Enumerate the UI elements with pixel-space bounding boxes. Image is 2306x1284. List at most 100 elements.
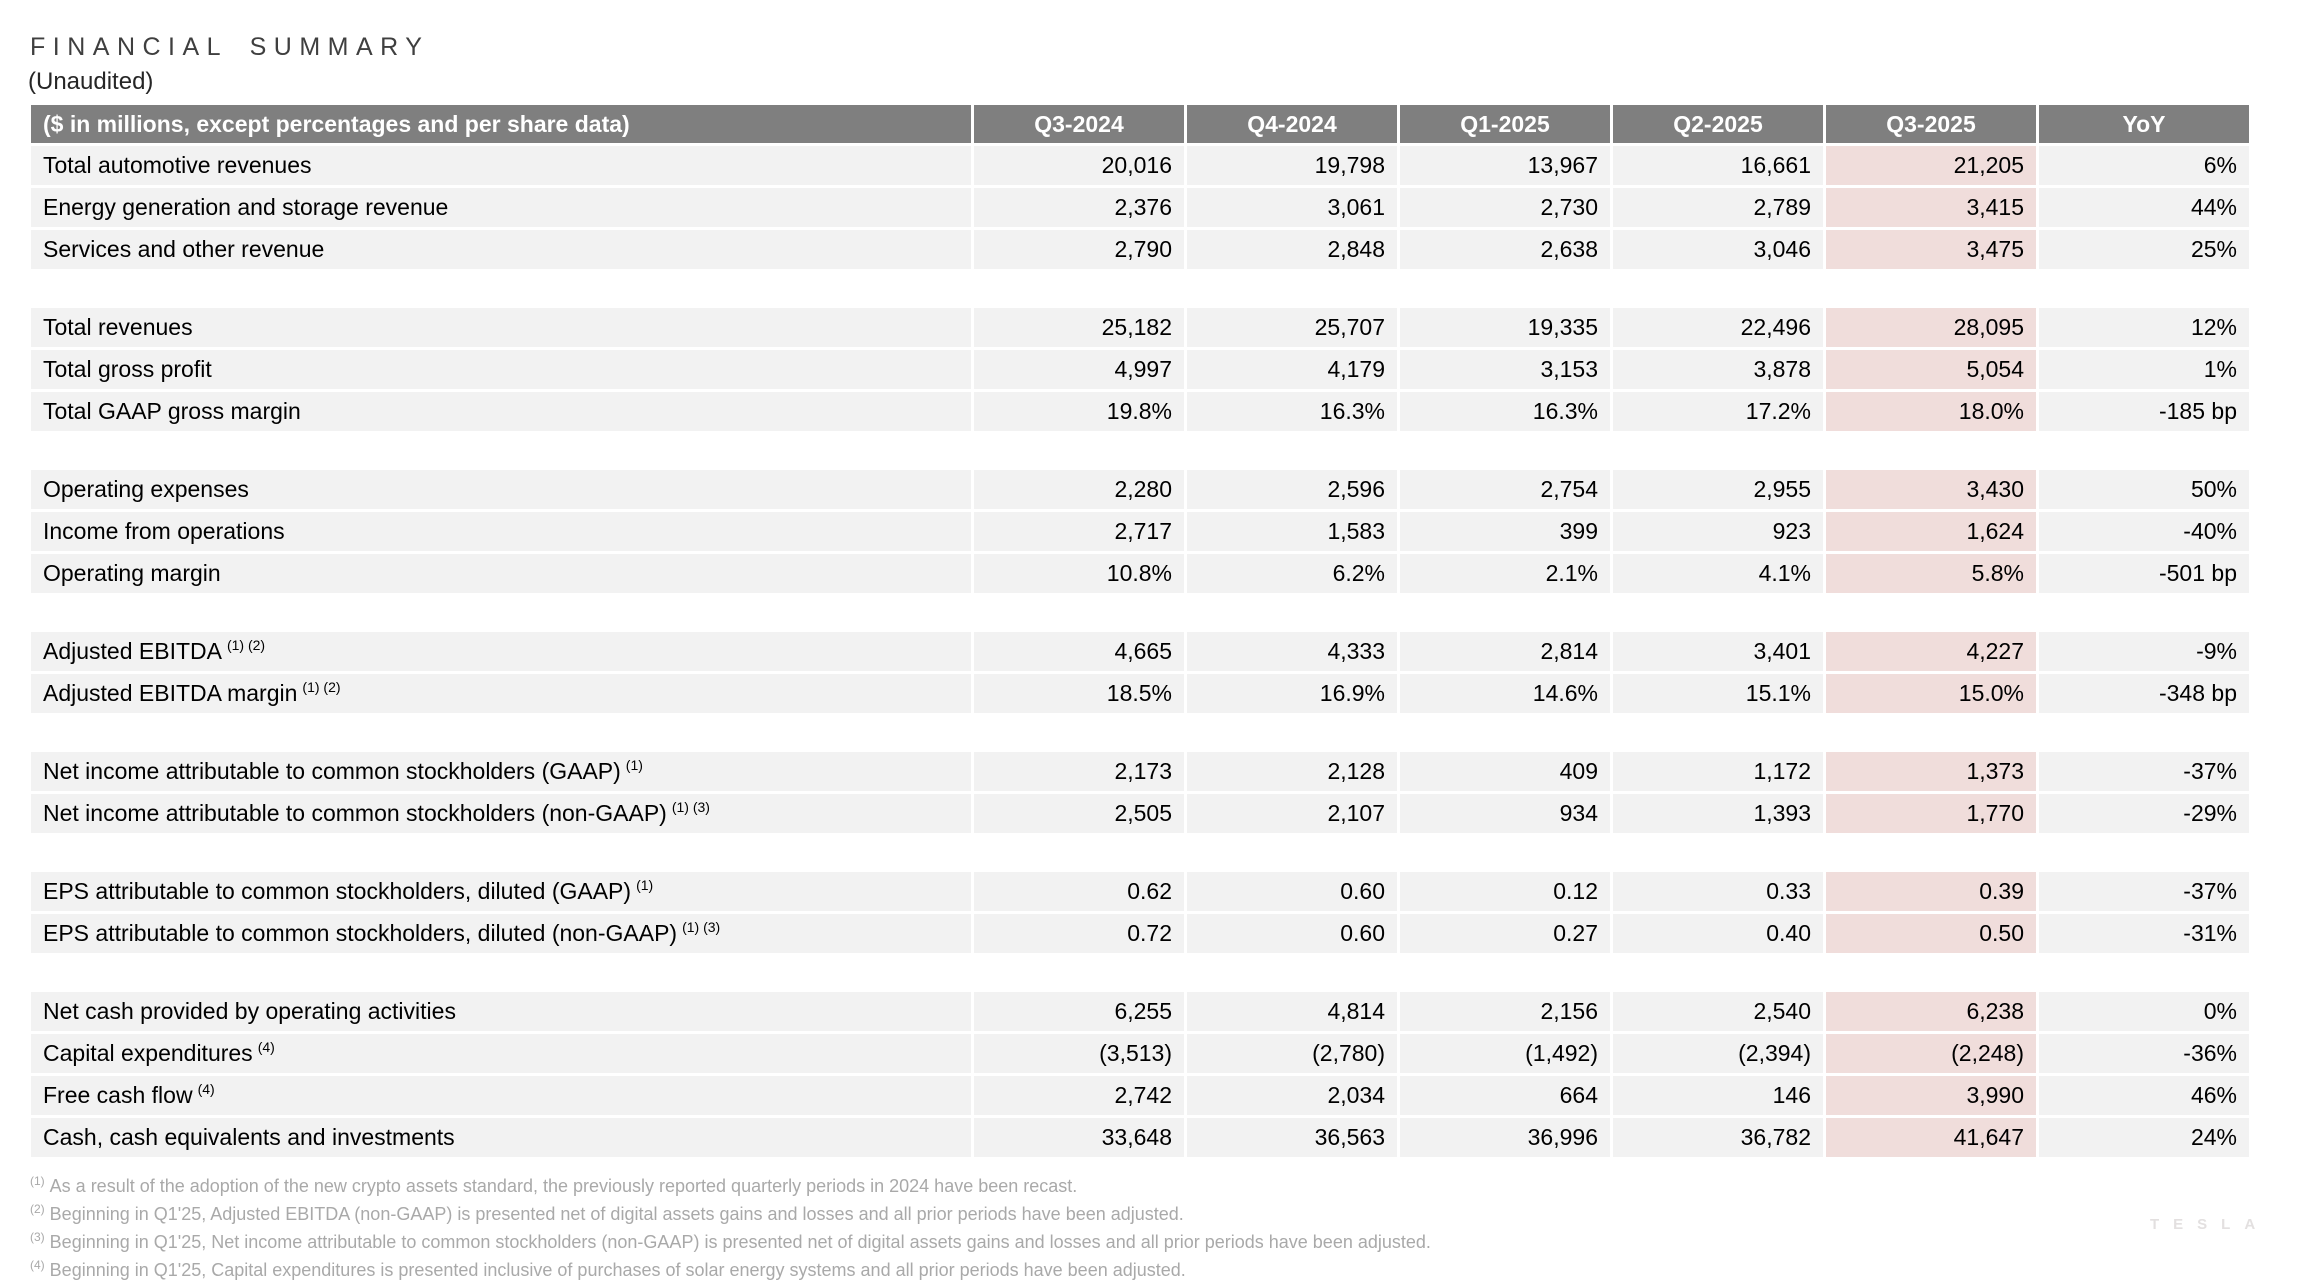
table-row: Energy generation and storage revenue 2,… bbox=[31, 188, 2249, 227]
cell-q3-2024: 2,280 bbox=[974, 470, 1184, 509]
cell-q1-2025: 13,967 bbox=[1400, 146, 1610, 185]
cell-q1-2025: 409 bbox=[1400, 752, 1610, 791]
cell-q1-2025: 2,814 bbox=[1400, 632, 1610, 671]
cell-q2-2025: 2,789 bbox=[1613, 188, 1823, 227]
cell-q4-2024: 6.2% bbox=[1187, 554, 1397, 593]
cell-yoy: -37% bbox=[2039, 872, 2249, 911]
cell-q2-2025: 923 bbox=[1613, 512, 1823, 551]
cell-q1-2025: 19,335 bbox=[1400, 308, 1610, 347]
table-row: Net income attributable to common stockh… bbox=[31, 794, 2249, 833]
cell-q3-2024: 2,376 bbox=[974, 188, 1184, 227]
cell-q4-2024: 36,563 bbox=[1187, 1118, 1397, 1157]
page-subtitle: (Unaudited) bbox=[28, 68, 154, 95]
cell-q2-2025: 15.1% bbox=[1613, 674, 1823, 713]
cell-yoy: -37% bbox=[2039, 752, 2249, 791]
table-row: Income from operations 2,717 1,583 399 9… bbox=[31, 512, 2249, 551]
row-label: Operating margin bbox=[31, 554, 971, 593]
cell-q3-2025: 15.0% bbox=[1826, 674, 2036, 713]
footnote-marker: (1) (2) bbox=[226, 637, 266, 654]
table-row: Net income attributable to common stockh… bbox=[31, 752, 2249, 791]
cell-q3-2024: 25,182 bbox=[974, 308, 1184, 347]
row-label-text: Net cash provided by operating activitie… bbox=[43, 998, 456, 1024]
cell-q3-2025: 0.50 bbox=[1826, 914, 2036, 953]
footnote-line: (1) As a result of the adoption of the ne… bbox=[30, 1172, 1431, 1200]
column-header-q4-2024: Q4-2024 bbox=[1187, 105, 1397, 143]
row-label: EPS attributable to common stockholders,… bbox=[31, 914, 971, 953]
cell-q1-2025: (1,492) bbox=[1400, 1034, 1610, 1073]
cell-q3-2025: 1,624 bbox=[1826, 512, 2036, 551]
spacer-row bbox=[31, 434, 2249, 467]
footnote-text: Beginning in Q1'25, Net income attributa… bbox=[49, 1232, 1431, 1252]
row-label: Total gross profit bbox=[31, 350, 971, 389]
row-label-text: Income from operations bbox=[43, 518, 285, 544]
cell-q2-2025: (2,394) bbox=[1613, 1034, 1823, 1073]
table-row: Total automotive revenues 20,016 19,798 … bbox=[31, 146, 2249, 185]
table-row: Net cash provided by operating activitie… bbox=[31, 992, 2249, 1031]
cell-q4-2024: 4,179 bbox=[1187, 350, 1397, 389]
cell-q3-2025: 4,227 bbox=[1826, 632, 2036, 671]
cell-q4-2024: 3,061 bbox=[1187, 188, 1397, 227]
row-label: Total automotive revenues bbox=[31, 146, 971, 185]
table-row: Adjusted EBITDA (1) (2) 4,665 4,333 2,814… bbox=[31, 632, 2249, 671]
footnote-line: (3) Beginning in Q1'25, Net income attrib… bbox=[30, 1228, 1431, 1256]
cell-yoy: -501 bp bbox=[2039, 554, 2249, 593]
cell-yoy: 12% bbox=[2039, 308, 2249, 347]
cell-q3-2025: 3,430 bbox=[1826, 470, 2036, 509]
cell-q3-2025: 5.8% bbox=[1826, 554, 2036, 593]
cell-q3-2025: 5,054 bbox=[1826, 350, 2036, 389]
cell-q1-2025: 399 bbox=[1400, 512, 1610, 551]
tesla-logo-watermark: TESLA bbox=[2150, 1216, 2270, 1233]
row-label-text: Total automotive revenues bbox=[43, 152, 312, 178]
cell-q4-2024: 2,128 bbox=[1187, 752, 1397, 791]
cell-q1-2025: 2.1% bbox=[1400, 554, 1610, 593]
row-label-text: Total GAAP gross margin bbox=[43, 398, 301, 424]
row-label-text: Net income attributable to common stockh… bbox=[43, 800, 667, 826]
table-row: Total revenues 25,182 25,707 19,335 22,4… bbox=[31, 308, 2249, 347]
row-label: Adjusted EBITDA (1) (2) bbox=[31, 632, 971, 671]
spacer-row bbox=[31, 272, 2249, 305]
cell-q4-2024: 0.60 bbox=[1187, 914, 1397, 953]
cell-q2-2025: 1,393 bbox=[1613, 794, 1823, 833]
cell-yoy: -185 bp bbox=[2039, 392, 2249, 431]
cell-q3-2025: 28,095 bbox=[1826, 308, 2036, 347]
row-label-text: Net income attributable to common stockh… bbox=[43, 758, 621, 784]
footnote-marker: (4) bbox=[197, 1081, 215, 1098]
cell-q3-2024: 2,790 bbox=[974, 230, 1184, 269]
row-label-text: Services and other revenue bbox=[43, 236, 325, 262]
column-header-q3-2025: Q3-2025 bbox=[1826, 105, 2036, 143]
cell-q3-2025: 21,205 bbox=[1826, 146, 2036, 185]
cell-q4-2024: 2,596 bbox=[1187, 470, 1397, 509]
cell-q3-2025: 6,238 bbox=[1826, 992, 2036, 1031]
cell-q4-2024: 2,848 bbox=[1187, 230, 1397, 269]
spacer-cell bbox=[31, 272, 2249, 305]
row-label-text: Operating expenses bbox=[43, 476, 249, 502]
spacer-cell bbox=[31, 434, 2249, 467]
column-header-units: ($ in millions, except percentages and p… bbox=[31, 105, 971, 143]
footnote-marker: (1) (3) bbox=[671, 799, 710, 816]
row-label-text: Adjusted EBITDA bbox=[43, 638, 222, 664]
table-row: Operating expenses 2,280 2,596 2,754 2,9… bbox=[31, 470, 2249, 509]
page-title: FINANCIAL SUMMARY bbox=[30, 33, 430, 61]
footnotes: (1) As a result of the adoption of the ne… bbox=[30, 1172, 1431, 1284]
row-label: Cash, cash equivalents and investments bbox=[31, 1118, 971, 1157]
column-header-q2-2025: Q2-2025 bbox=[1613, 105, 1823, 143]
row-label-text: Capital expenditures bbox=[43, 1040, 253, 1066]
cell-q3-2025: 0.39 bbox=[1826, 872, 2036, 911]
row-label-text: Cash, cash equivalents and investments bbox=[43, 1124, 455, 1150]
cell-q3-2024: 4,665 bbox=[974, 632, 1184, 671]
cell-q4-2024: 4,814 bbox=[1187, 992, 1397, 1031]
cell-q3-2024: (3,513) bbox=[974, 1034, 1184, 1073]
cell-q2-2025: 3,878 bbox=[1613, 350, 1823, 389]
cell-q2-2025: 22,496 bbox=[1613, 308, 1823, 347]
cell-q3-2024: 19.8% bbox=[974, 392, 1184, 431]
table-row: Free cash flow (4) 2,742 2,034 664 146 3,… bbox=[31, 1076, 2249, 1115]
cell-q3-2024: 6,255 bbox=[974, 992, 1184, 1031]
cell-q4-2024: 0.60 bbox=[1187, 872, 1397, 911]
cell-q4-2024: (2,780) bbox=[1187, 1034, 1397, 1073]
cell-q2-2025: 2,955 bbox=[1613, 470, 1823, 509]
cell-q3-2024: 20,016 bbox=[974, 146, 1184, 185]
cell-q3-2024: 0.72 bbox=[974, 914, 1184, 953]
cell-q2-2025: 4.1% bbox=[1613, 554, 1823, 593]
row-label-text: Total gross profit bbox=[43, 356, 212, 382]
footnote-marker: (1) (2) bbox=[302, 679, 341, 696]
